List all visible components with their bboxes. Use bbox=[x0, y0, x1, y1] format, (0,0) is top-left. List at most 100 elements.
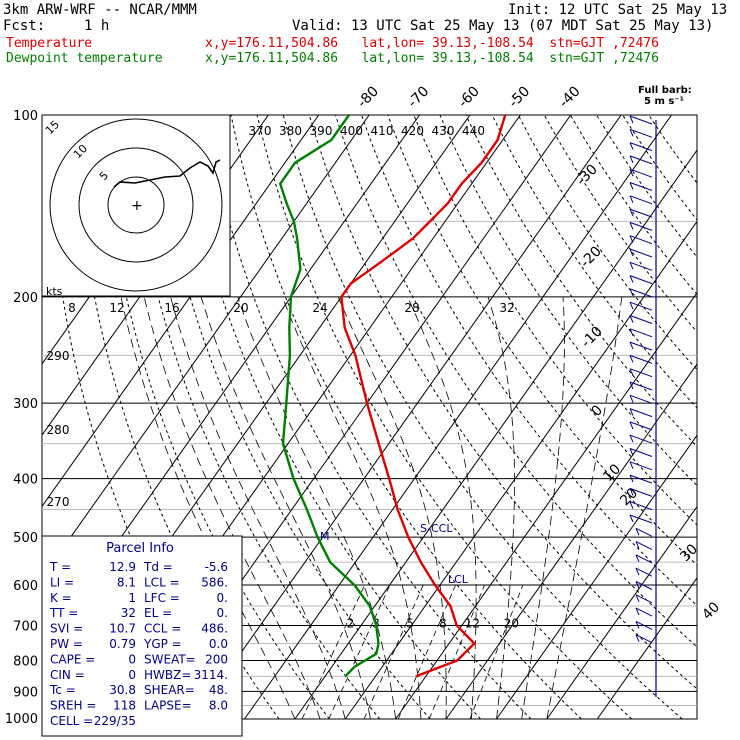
parcel-key: SVI = bbox=[50, 622, 83, 636]
dewpoint-profile bbox=[279, 115, 380, 678]
moist-adiabat bbox=[170, 296, 346, 720]
parcel-info-box bbox=[41, 535, 243, 737]
moist-adiabat bbox=[407, 296, 477, 720]
wind-barb-flag bbox=[629, 248, 634, 257]
dry-adiabat bbox=[73, 115, 280, 720]
parcel-key: LI = bbox=[50, 575, 74, 589]
wind-barb bbox=[635, 594, 653, 604]
parcel-value: 12.9 bbox=[109, 560, 136, 574]
hodograph-ring bbox=[78, 147, 194, 263]
wind-barb bbox=[635, 634, 653, 644]
mixing-ratio-line bbox=[363, 584, 424, 720]
wind-barb-flag bbox=[629, 302, 634, 310]
dry-adiabat bbox=[282, 115, 683, 720]
wind-barb-flag bbox=[635, 607, 640, 616]
hodograph-trace bbox=[113, 159, 221, 188]
moist-adiabat bbox=[546, 296, 623, 720]
wind-barb-flag bbox=[629, 435, 634, 443]
isotherm-line bbox=[42, 115, 320, 508]
isotherm-line bbox=[193, 115, 622, 720]
isobar-label: 900 bbox=[13, 685, 38, 700]
theta-label-top: 410 bbox=[371, 124, 394, 138]
wind-barb-flag bbox=[629, 195, 634, 203]
parcel-value: 48. bbox=[209, 683, 228, 697]
theta-label-top: 440 bbox=[462, 124, 485, 138]
wind-barb bbox=[635, 554, 653, 564]
isotherm-label-right: 30 bbox=[677, 541, 701, 565]
wind-barb bbox=[635, 607, 653, 617]
wind-barb bbox=[629, 381, 653, 391]
wind-barb-flag bbox=[629, 275, 634, 283]
hodograph-speed-label: 12 bbox=[109, 301, 124, 315]
wind-barb bbox=[629, 128, 653, 138]
wind-barb-flag bbox=[629, 474, 634, 483]
wind-barb-flag bbox=[629, 169, 634, 177]
wind-barb bbox=[629, 301, 653, 311]
wind-barb-flag bbox=[629, 514, 634, 523]
dry-adiabat bbox=[152, 115, 431, 720]
lcl-annotation: LCL bbox=[448, 573, 469, 586]
hodograph-speed-label: 24 bbox=[312, 301, 327, 315]
parcel-key: HWBZ= bbox=[144, 668, 191, 682]
parcel-key: CIN = bbox=[50, 668, 85, 682]
wind-barb-flag bbox=[629, 461, 634, 469]
mixing-ratio-label: 8 bbox=[439, 617, 447, 631]
mixing-ratio-label: 20 bbox=[504, 617, 519, 631]
isotherm-label-top: -70 bbox=[405, 83, 432, 110]
wind-barb-flag bbox=[629, 421, 634, 430]
wind-barb bbox=[629, 394, 653, 404]
moist-adiabat bbox=[200, 296, 371, 720]
isotherm-label-right: -30 bbox=[573, 161, 600, 188]
wind-barb bbox=[629, 421, 653, 431]
wind-barb bbox=[629, 501, 653, 511]
wind-barb-flag bbox=[635, 568, 640, 576]
wind-barb bbox=[635, 527, 653, 537]
wind-barb-flag bbox=[629, 142, 634, 150]
temperature-location: x,y=176.11,504.86 lat,lon= 39.13,-108.54… bbox=[205, 36, 659, 51]
wind-barb bbox=[629, 448, 653, 457]
moist-adiabat bbox=[521, 296, 565, 720]
wind-barb-flag bbox=[629, 381, 634, 390]
dry-adiabat bbox=[543, 115, 697, 333]
dry-adiabat bbox=[230, 115, 582, 720]
moist-adiabat bbox=[281, 296, 422, 720]
parcel-value: 8.0 bbox=[209, 699, 228, 713]
wind-barb-flag bbox=[635, 541, 640, 549]
mixing-ratio-line bbox=[397, 584, 456, 720]
isobar-label: 800 bbox=[13, 654, 38, 669]
wind-barb-flag bbox=[629, 208, 634, 217]
isotherm-line bbox=[596, 577, 697, 720]
temperature-profile bbox=[340, 115, 507, 678]
wind-barb bbox=[629, 235, 653, 245]
valid-time: Valid: 13 UTC Sat 25 May 13 (07 MDT Sat … bbox=[292, 18, 714, 34]
parcel-key: CELL = bbox=[50, 714, 93, 728]
parcel-value: 1 bbox=[128, 591, 136, 605]
parcel-value: 30.8 bbox=[109, 683, 136, 697]
forecast-hour: 1 h bbox=[84, 18, 110, 34]
wind-barb-flag bbox=[629, 235, 634, 243]
mixing-ratio-label: 5 bbox=[406, 617, 414, 631]
isobar-label: 200 bbox=[13, 291, 38, 306]
theta-label-left: 290 bbox=[47, 349, 70, 363]
wind-barb bbox=[635, 541, 653, 551]
dry-adiabat bbox=[204, 115, 532, 720]
dry-adiabat bbox=[491, 115, 697, 409]
wind-barb-flag bbox=[629, 488, 634, 496]
wind-barb-flag bbox=[629, 395, 634, 403]
hodograph-speed-label: 28 bbox=[404, 301, 419, 315]
wind-barb-flag bbox=[629, 355, 634, 363]
isotherm-label-right: 40 bbox=[699, 599, 723, 623]
wind-barb-flag bbox=[629, 288, 634, 297]
parcel-key: SHEAR= bbox=[144, 683, 195, 697]
barb-key-units: 5 m s⁻¹ bbox=[644, 96, 684, 107]
wind-barb bbox=[635, 567, 653, 577]
wind-barb-flag bbox=[629, 328, 634, 336]
parcel-value: 0 bbox=[128, 652, 136, 666]
wind-barb bbox=[629, 514, 653, 524]
theta-label-top: 400 bbox=[340, 124, 363, 138]
isobar-label: 500 bbox=[13, 531, 38, 546]
isotherm-line bbox=[546, 505, 697, 720]
hodograph-ring bbox=[49, 118, 223, 292]
parcel-key: EL = bbox=[144, 606, 172, 620]
